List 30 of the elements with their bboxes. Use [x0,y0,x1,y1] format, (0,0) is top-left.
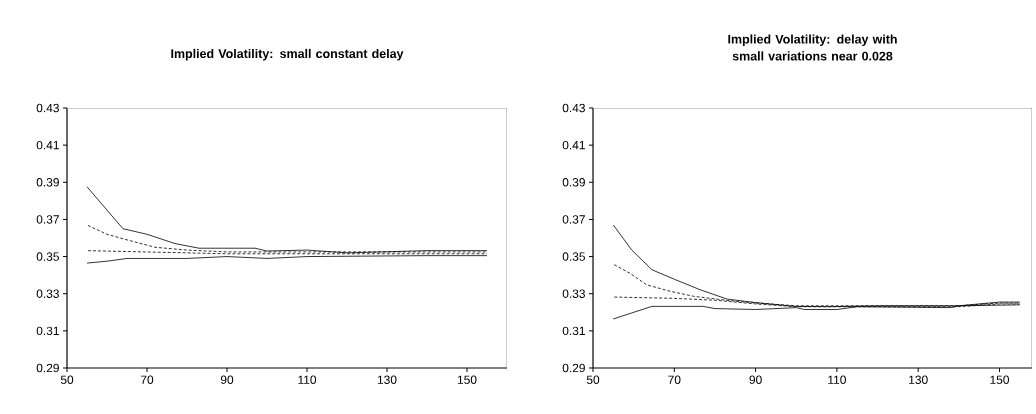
chart-title: Implied Volatility: small constant delay [171,48,404,61]
y-tick-label: 0.29 [36,363,59,373]
x-tick-label: 110 [298,375,317,384]
y-tick-label: 0.29 [562,363,585,373]
y-tick-label: 0.37 [562,215,585,224]
y-tick-label: 0.31 [562,326,585,336]
x-tick-label: 50 [60,375,74,384]
chart-title: Implied Volatility: delay with small variations near 0.028 [728,34,897,61]
y-tick-label: 0.35 [562,252,585,261]
y-tick-label: 0.41 [562,140,585,150]
y-tick-label: 0.43 [562,103,585,113]
x-tick-label: 150 [457,375,477,384]
y-tick-label: 0.37 [36,215,59,224]
y-tick-label: 0.39 [36,178,59,187]
x-tick-label: 70 [668,375,681,384]
y-tick-label: 0.35 [36,252,59,261]
y-tick-label: 0.31 [36,326,59,336]
x-tick-label: 110 [828,375,846,384]
x-tick-label: 90 [749,375,762,384]
x-tick-label: 70 [140,375,154,384]
x-tick-label: 50 [586,375,600,384]
y-tick-label: 0.33 [562,289,585,298]
x-tick-label: 150 [990,375,1010,384]
y-tick-label: 0.33 [36,289,59,298]
x-tick-label: 130 [377,375,397,384]
y-tick-label: 0.39 [562,178,585,187]
x-tick-label: 90 [220,375,234,384]
y-tick-label: 0.41 [36,140,59,150]
x-tick-label: 130 [909,375,928,384]
y-tick-label: 0.43 [36,103,59,113]
